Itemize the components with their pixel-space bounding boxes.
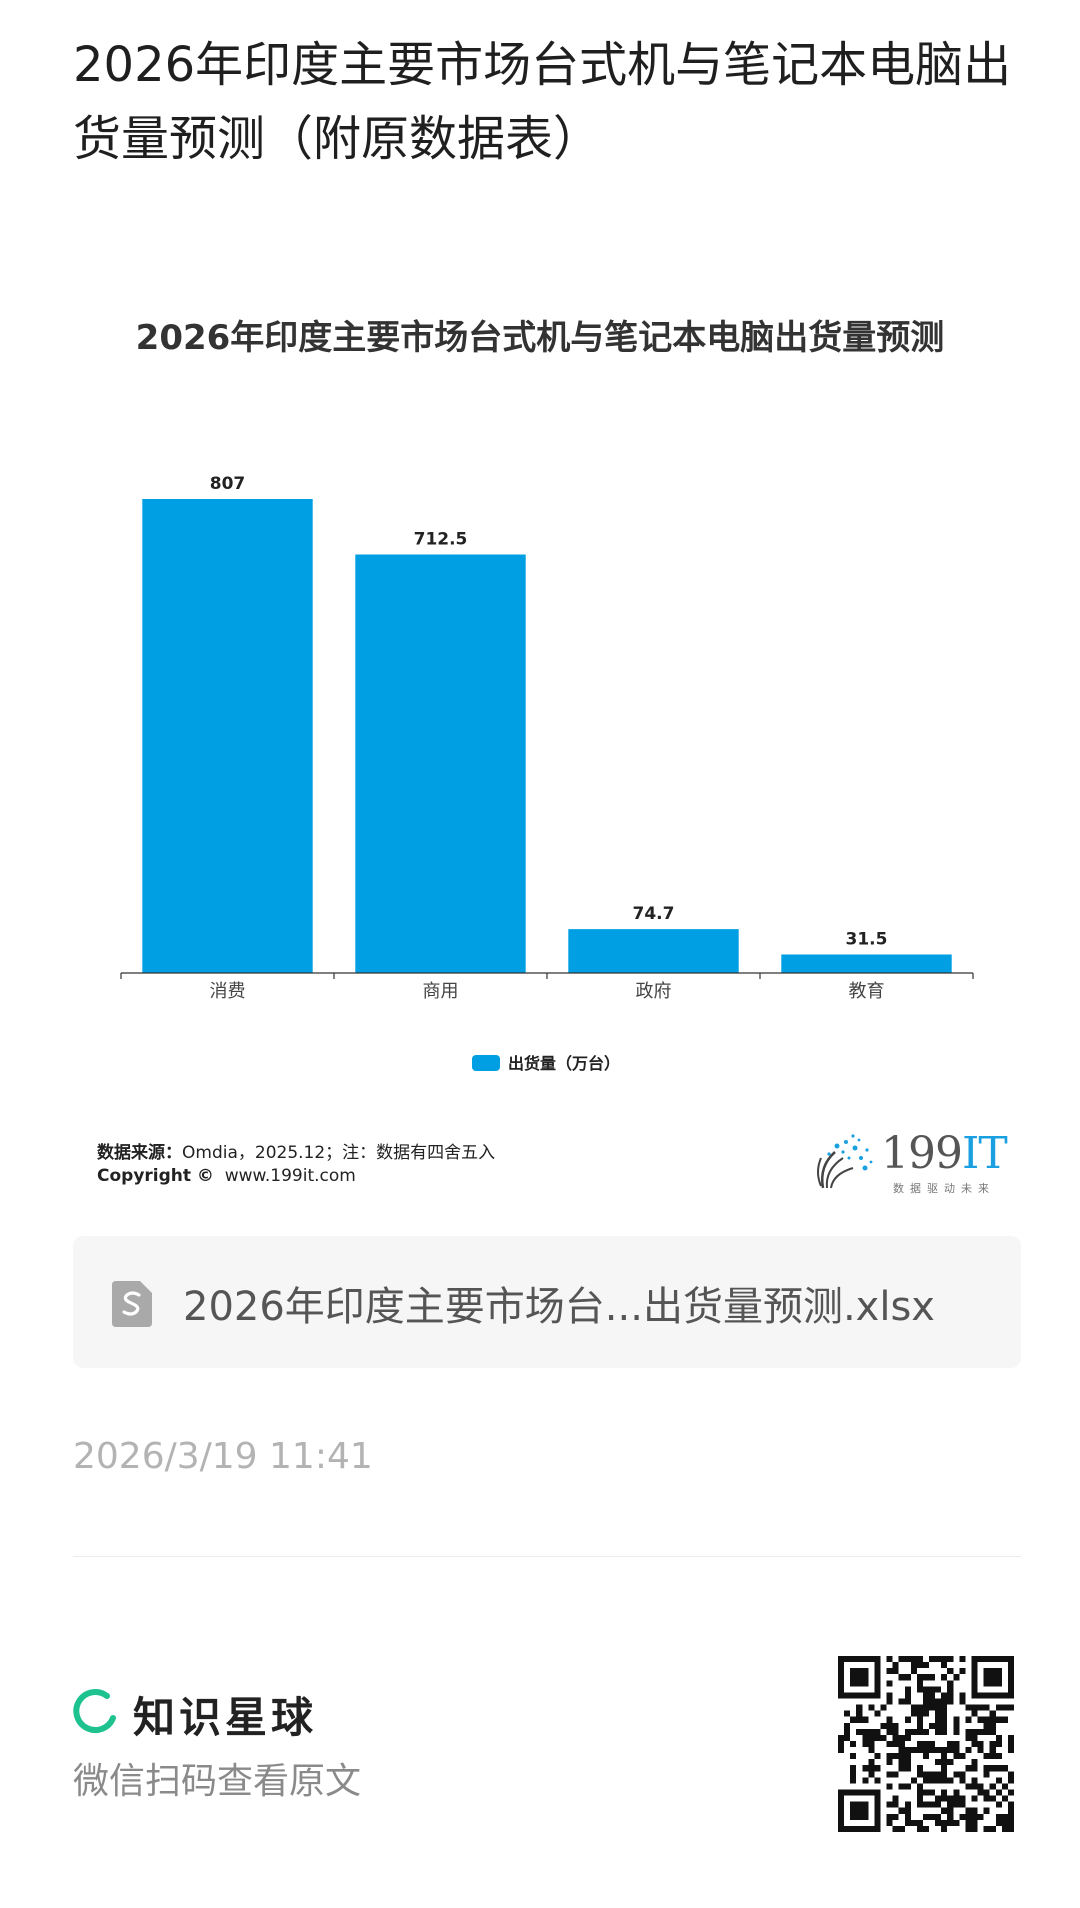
x-tick-label: 商用 <box>423 981 459 1002</box>
data-label: 74.7 <box>633 904 675 924</box>
file-sheet-icon <box>112 1281 152 1327</box>
copyright-url: www.199it.com <box>224 1166 356 1186</box>
bar-政府 <box>568 929 739 973</box>
legend-swatch <box>472 1055 500 1071</box>
attachment-file-name[interactable]: 2026年印度主要市场台...出货量预测.xlsx <box>183 1284 935 1330</box>
bar-教育 <box>781 954 952 973</box>
brand-letters: IT <box>961 1128 1008 1179</box>
bar-消费 <box>142 499 313 973</box>
brand-wordmark: 199IT <box>881 1128 1008 1179</box>
app-name: 知识星球 <box>133 1693 318 1742</box>
qr-code[interactable] <box>838 1656 1014 1832</box>
data-source-note: 数据来源：Omdia，2025.12；注：数据有四舍五入 <box>97 1138 495 1163</box>
copyright-label: Copyright © <box>97 1166 214 1186</box>
data-label: 31.5 <box>846 929 888 949</box>
post-timestamp: 2026/3/19 11:41 <box>73 1436 373 1477</box>
copyright-note: Copyright © www.199it.com <box>97 1166 356 1186</box>
x-tick-label: 教育 <box>849 981 885 1002</box>
data-source-label: 数据来源： <box>97 1143 182 1163</box>
divider <box>73 1556 1021 1557</box>
planet-ring-icon <box>73 1689 116 1733</box>
post-title: 2026年印度主要市场台式机与笔记本电脑出货量预测（附原数据表） <box>73 37 1012 167</box>
bar-商用 <box>355 554 526 973</box>
x-tick-label: 消费 <box>210 981 246 1002</box>
brand-digits: 199 <box>881 1128 963 1179</box>
attachment-card[interactable]: 2026年印度主要市场台...出货量预测.xlsx <box>73 1236 1021 1368</box>
dandelion-icon <box>817 1134 873 1189</box>
brand-logo: 199IT 数据驱动未来 <box>813 1128 1013 1198</box>
data-label: 807 <box>210 474 246 494</box>
brand-slogan: 数据驱动未来 <box>893 1182 995 1195</box>
data-label: 712.5 <box>414 530 468 550</box>
chart-card: 807 消费 712.5 商用 74.7 政府 31.5 教育出货量（万台） 2026年印度主… <box>73 290 1008 1210</box>
x-tick-label: 政府 <box>636 981 672 1002</box>
scan-hint: 微信扫码查看原文 <box>73 1761 362 1802</box>
legend-label: 出货量（万台） <box>508 1054 620 1073</box>
data-source-text: Omdia，2025.12；注：数据有四舍五入 <box>182 1143 496 1163</box>
chart-title: 2026年印度主要市场台式机与笔记本电脑出货量预测 <box>135 318 945 358</box>
